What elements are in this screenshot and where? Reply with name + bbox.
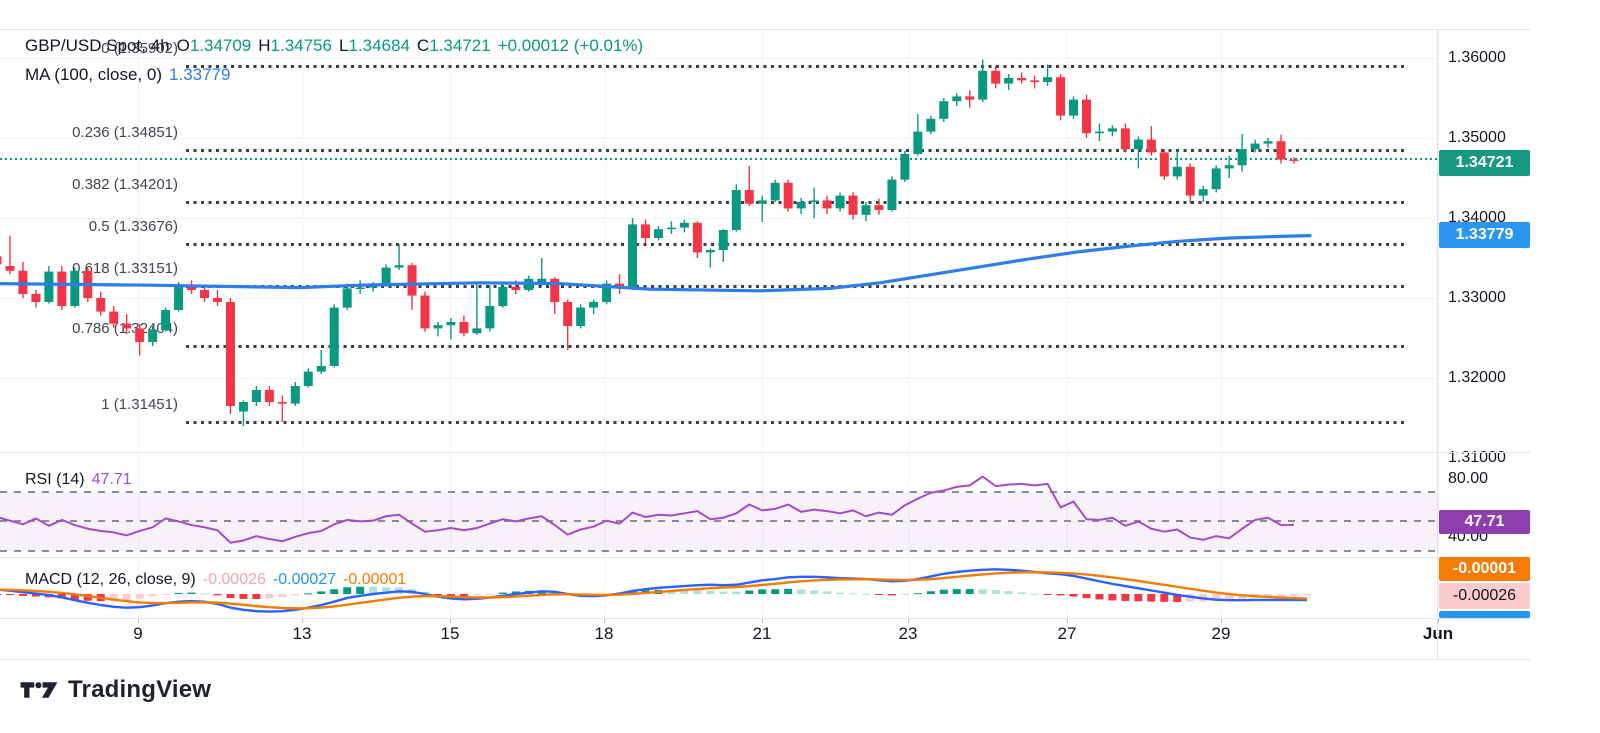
fib-dotted-line[interactable]	[186, 345, 1405, 348]
tradingview-logo[interactable]: TradingView	[20, 674, 211, 706]
time-axis-tick	[450, 618, 451, 623]
vertical-gridline	[138, 29, 139, 618]
time-axis-tick	[302, 618, 303, 623]
macd-legend-label: MACD (12, 26, close, 9)	[25, 571, 196, 588]
price-scale-tick[interactable]: 1.33000	[1448, 289, 1506, 306]
chart-plot-area[interactable]	[0, 0, 1437, 660]
price-scale-tick[interactable]: 1.35000	[1448, 129, 1506, 146]
fib-dotted-line[interactable]	[186, 65, 1405, 68]
time-axis-label[interactable]: 23	[898, 624, 918, 643]
symbol-legend[interactable]: GBP/USD Spot, 4h O1.34709 H1.34756 L1.34…	[25, 36, 643, 56]
time-axis-tick	[138, 618, 139, 623]
macd-pane-separator[interactable]	[0, 557, 1530, 558]
macd-hist-value: -0.00026	[202, 571, 266, 588]
time-axis-label[interactable]: 15	[440, 624, 460, 643]
last-price-badge: 1.34721	[1439, 150, 1530, 176]
fib-dotted-line[interactable]	[186, 149, 1405, 152]
price-axis-border	[1437, 29, 1438, 659]
fib-level-label: 0.382 (1.34201)	[72, 176, 178, 193]
price-scale-tick[interactable]: 1.32000	[1448, 369, 1506, 386]
horizontal-gridline	[0, 58, 1437, 59]
time-axis-label[interactable]: Jun	[1422, 624, 1454, 643]
macd-signal-value: -0.00001	[343, 571, 407, 588]
time-axis-label[interactable]: 27	[1057, 624, 1077, 643]
price-change: +0.00012 (+0.01%)	[497, 36, 644, 55]
ohlc-high: H1.34756	[258, 36, 332, 55]
last-price-dotted-line	[0, 158, 1437, 160]
tradingview-logo-text: TradingView	[68, 676, 212, 703]
horizontal-gridline	[0, 298, 1437, 299]
time-axis-tick	[1438, 618, 1439, 623]
ma-value-badge: 1.33779	[1439, 222, 1530, 248]
horizontal-gridline	[0, 138, 1437, 139]
fib-dotted-line[interactable]	[186, 201, 1405, 204]
macd-line-badge-clipped	[1439, 611, 1530, 618]
rsi-legend[interactable]: RSI (14) 47.71	[25, 471, 132, 489]
price-scale-tick[interactable]: 1.31000	[1448, 449, 1506, 466]
time-axis-border	[0, 618, 1530, 619]
rsi-legend-label: RSI (14)	[25, 471, 85, 488]
time-axis-label[interactable]: 29	[1211, 624, 1231, 643]
time-axis-tick	[908, 618, 909, 623]
rsi-middle-dashed-line	[0, 520, 1437, 522]
ma-legend[interactable]: MA (100, close, 0) 1.33779	[25, 65, 230, 85]
rsi-value-badge: 47.71	[1439, 510, 1530, 534]
ohlc-open: O1.34709	[176, 36, 252, 55]
ohlc-low: L1.34684	[339, 36, 410, 55]
fib-dotted-line[interactable]	[186, 243, 1405, 246]
fib-level-label: 0.236 (1.34851)	[72, 124, 178, 141]
time-axis-tick	[604, 618, 605, 623]
fib-level-label: 0 (1.35902)	[101, 40, 178, 57]
rsi-lower-dashed-line	[0, 550, 1437, 552]
tradingview-logo-icon	[20, 682, 58, 698]
price-scale-tick[interactable]: 1.36000	[1448, 49, 1506, 66]
time-axis-label[interactable]: 13	[292, 624, 312, 643]
fib-level-label: 0.618 (1.33151)	[72, 260, 178, 277]
fib-dotted-line[interactable]	[186, 421, 1405, 424]
macd-hist-badge: -0.00026	[1439, 583, 1530, 609]
rsi-pane-separator[interactable]	[0, 452, 1530, 453]
ohlc-close: C1.34721	[416, 36, 491, 55]
chart-top-border	[0, 29, 1530, 30]
time-axis-tick	[762, 618, 763, 623]
price-scale-tick[interactable]: 1.34000	[1448, 209, 1506, 226]
fib-level-label: 1 (1.31451)	[101, 396, 178, 413]
time-axis-label[interactable]: 9	[133, 624, 143, 643]
ma-legend-value: 1.33779	[169, 65, 231, 84]
fib-level-label: 0.5 (1.33676)	[88, 218, 178, 235]
macd-line-value: -0.00027	[272, 571, 337, 588]
horizontal-gridline	[0, 218, 1437, 219]
horizontal-gridline	[0, 378, 1437, 379]
rsi-legend-value: 47.71	[91, 471, 132, 488]
time-axis-tick	[1067, 618, 1068, 623]
vertical-gridline	[908, 29, 909, 618]
vertical-gridline	[1067, 29, 1068, 618]
rsi-tick-80[interactable]: 80.00	[1448, 470, 1489, 487]
rsi-upper-dashed-line	[0, 491, 1437, 493]
time-axis-label[interactable]: 18	[594, 624, 614, 643]
vertical-gridline	[302, 29, 303, 618]
vertical-gridline	[604, 29, 605, 618]
time-axis-label[interactable]: 21	[752, 624, 772, 643]
vertical-gridline	[762, 29, 763, 618]
fib-dotted-line[interactable]	[186, 285, 1405, 288]
ma-legend-label: MA (100, close, 0)	[25, 65, 163, 84]
time-axis-tick	[1221, 618, 1222, 623]
vertical-gridline	[1221, 29, 1222, 618]
symbol-title[interactable]: GBP/USD Spot, 4h	[25, 36, 170, 55]
vertical-gridline	[1438, 29, 1439, 618]
chart-bottom-border	[0, 659, 1530, 660]
macd-signal-badge: -0.00001	[1439, 557, 1530, 581]
macd-legend[interactable]: MACD (12, 26, close, 9) -0.00026 -0.0002…	[25, 571, 406, 589]
